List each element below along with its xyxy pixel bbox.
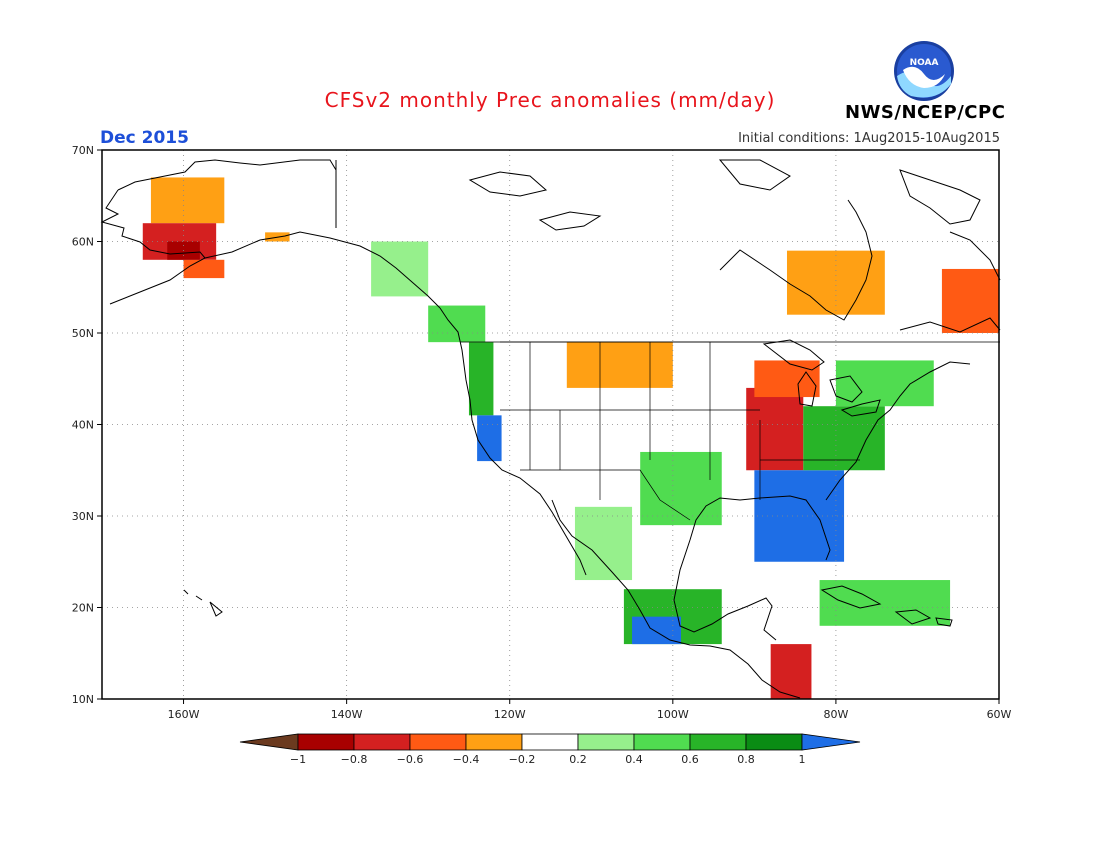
- colorbar-label-1: −0.8: [341, 753, 368, 766]
- anomaly-cell-19: [786, 250, 885, 315]
- map-frame: [101, 149, 1000, 700]
- colorbar-box-5: [577, 733, 635, 751]
- colorbar-label-4: −0.2: [509, 753, 536, 766]
- lat-tick-label-1: 20N: [72, 602, 94, 615]
- colorbar-label-9: 1: [799, 753, 806, 766]
- political-borders: [460, 341, 1000, 521]
- anomaly-cell-10: [640, 451, 722, 526]
- lat-tick-label-6: 70N: [72, 144, 94, 157]
- anomaly-cell-11: [574, 506, 633, 581]
- chart-title: CFSv2 monthly Prec anomalies (mm/day): [324, 88, 776, 112]
- colorbar-label-8: 0.8: [737, 753, 755, 766]
- lat-tick-label-3: 40N: [72, 419, 94, 432]
- colorbar-label-7: 0.6: [681, 753, 699, 766]
- colorbar-right-arrow: [801, 733, 861, 751]
- anomaly-cell-6: [428, 305, 486, 343]
- colorbar-box-8: [745, 733, 803, 751]
- lat-tick-label-4: 50N: [72, 327, 94, 340]
- valid-month-label: Dec 2015: [100, 128, 189, 148]
- anomaly-layer: [142, 177, 999, 699]
- lon-tick-label-1: 140W: [331, 708, 363, 721]
- lon-tick-label-3: 100W: [657, 708, 689, 721]
- colorbar-left-arrow: [239, 733, 299, 751]
- anomaly-cell-14: [746, 387, 804, 471]
- coastlines: [100, 159, 1001, 699]
- colorbar-box-0: [297, 733, 355, 751]
- colorbar: −1 −0.8 −0.6 −0.4 −0.2 0.2 0.4 0.6 0.8 1: [239, 733, 861, 766]
- initial-conditions-label: Initial conditions: 1Aug2015-10Aug2015: [738, 131, 1000, 146]
- axis-labels: 160W 140W 120W 100W 80W 60W 10N 20N 30N 40N 50N 60N…: [72, 144, 1012, 721]
- colorbar-label-2: −0.6: [397, 753, 424, 766]
- colorbar-label-0: −1: [290, 753, 306, 766]
- lon-tick-label-2: 120W: [494, 708, 526, 721]
- colorbar-label-6: 0.4: [625, 753, 643, 766]
- lon-tick-label-0: 160W: [168, 708, 200, 721]
- colorbar-box-6: [633, 733, 691, 751]
- lat-tick-label-0: 10N: [72, 693, 94, 706]
- colorbar-box-3: [465, 733, 523, 751]
- colorbar-box-7: [689, 733, 747, 751]
- anomaly-cell-17: [803, 406, 885, 471]
- anomaly-cell-13: [632, 616, 681, 645]
- anomaly-cell-18: [835, 360, 934, 407]
- anomaly-cell-21: [770, 644, 812, 699]
- anomaly-cell-7: [468, 342, 494, 416]
- lon-tick-label-4: 80W: [823, 708, 848, 721]
- colorbar-box-4: [521, 733, 579, 751]
- lon-tick-label-5: 60W: [987, 708, 1012, 721]
- lat-tick-label-2: 30N: [72, 510, 94, 523]
- anomaly-cell-2: [183, 259, 225, 279]
- colorbar-box-2: [409, 733, 467, 751]
- logo-text: NOAA: [910, 58, 939, 68]
- anomaly-cell-15: [754, 360, 820, 398]
- anomaly-cell-20: [941, 268, 999, 333]
- lat-tick-label-5: 60N: [72, 236, 94, 249]
- map-grid: [97, 149, 1000, 704]
- anomaly-cell-0: [150, 177, 225, 224]
- anomaly-cell-9: [566, 342, 673, 388]
- noaa-logo-icon: NOAA: [894, 41, 954, 101]
- anomaly-cell-8: [477, 415, 502, 462]
- colorbar-box-1: [353, 733, 411, 751]
- colorbar-label-3: −0.4: [453, 753, 480, 766]
- colorbar-label-5: 0.2: [569, 753, 587, 766]
- organization-label: NWS/NCEP/CPC: [845, 102, 1006, 123]
